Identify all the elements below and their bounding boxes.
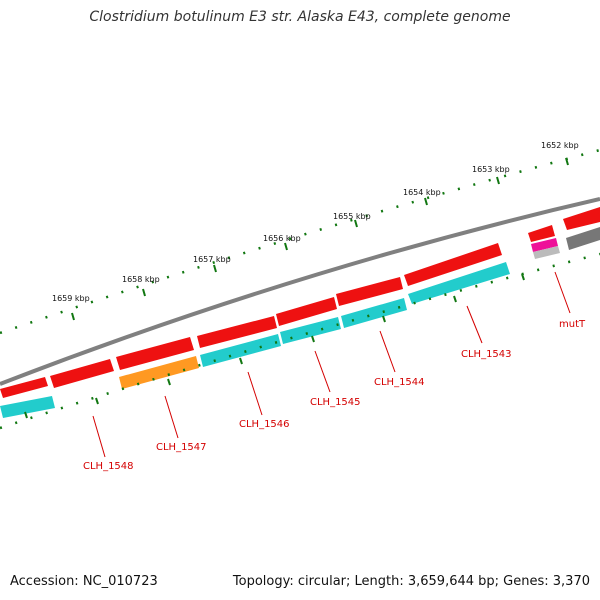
gene-block-rev-5 [341,298,407,328]
gene-block-rev-3 [200,334,281,367]
map-title: Clostridium botulinum E3 str. Alaska E43… [89,9,511,25]
gene-label-clh1548: CLH_1548 [83,461,134,472]
gene-label-mutt: mutT [559,319,586,330]
gene-block-rev-8 [533,246,560,259]
gene-block-fwd-8 [528,225,555,242]
kbp-label-1657: 1657 kbp [193,255,231,264]
reverse-strand-genes [0,227,600,418]
gene-block-rev-6 [408,262,510,304]
inner-ruler-major-ticks [24,273,525,419]
gene-label-clh1543: CLH_1543 [461,349,512,360]
gene-block-fwd-3 [116,337,194,370]
gene-block-rev-9 [566,227,600,250]
kbp-label-1656: 1656 kbp [263,234,301,243]
gene-block-rev-7 [531,238,558,252]
gene-block-rev-4 [280,317,341,344]
kbp-label-1655: 1655 kbp [333,212,371,221]
gene-label-clh1546: CLH_1546 [239,419,290,430]
gene-block-fwd-9 [563,207,600,230]
kbp-label-1658: 1658 kbp [122,275,160,284]
gene-label-clh1544: CLH_1544 [374,377,425,388]
label-leaders [92,271,571,458]
gene-block-fwd-1 [0,377,48,398]
gene-label-clh1545: CLH_1545 [310,397,361,408]
gene-block-fwd-5 [276,297,337,326]
gene-block-fwd-7 [404,243,502,286]
gene-block-fwd-6 [336,277,403,306]
forward-strand-genes [0,207,600,398]
accession-text: Accession: NC_010723 [10,574,158,589]
gene-label-clh1547: CLH_1547 [156,442,207,453]
gene-block-rev-1 [0,396,55,418]
kbp-label-1654: 1654 kbp [403,188,441,197]
kbp-label-1653: 1653 kbp [472,165,510,174]
gene-block-fwd-2 [50,359,114,388]
kbp-label-1659: 1659 kbp [52,294,90,303]
genome-summary-text: Topology: circular; Length: 3,659,644 bp… [232,574,590,589]
gene-block-fwd-4 [197,316,277,348]
kbp-label-1652: 1652 kbp [541,141,579,150]
gene-block-rev-2 [119,356,199,389]
genome-backbone [0,197,600,386]
outer-ruler-major-ticks [71,157,569,321]
